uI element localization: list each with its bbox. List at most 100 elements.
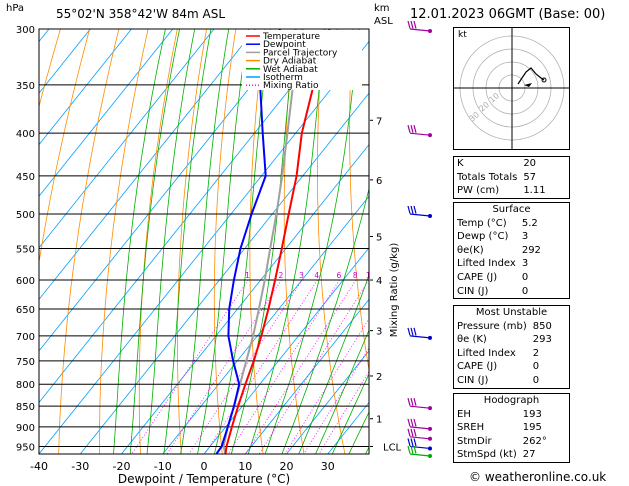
mixing-ratio-label: 25: [422, 271, 432, 280]
isotherm-line: [120, 143, 369, 454]
mixing-ratio-label: 20: [408, 271, 418, 280]
temperature-tick-label: -30: [71, 460, 89, 473]
isotherm-line: [162, 195, 369, 454]
isotherm-line: [39, 29, 339, 404]
hodograph-indices-table: Hodograph EH 193 SREH 195 StmDir 262° StmSp…: [454, 394, 569, 462]
mixing-ratio-line: [227, 279, 340, 454]
height-label: 6: [376, 176, 382, 187]
wet-adiabat-line: [146, 29, 196, 454]
wind-barb-flag: [407, 418, 411, 427]
dry-adiabat-line: [249, 29, 266, 454]
surface-value: 3: [521, 231, 529, 243]
parcel-trajectory-line: [222, 29, 304, 454]
legend-entry: Mixing Ratio: [263, 81, 319, 91]
most-unstable-box: Most Unstable Pressure (mb) 850 θe (K) 293…: [453, 305, 570, 389]
wind-barb-flag: [413, 327, 417, 336]
hodo-index-label: StmDir: [457, 435, 492, 447]
wind-barb-station: [428, 426, 432, 431]
unstable-value: 0: [532, 361, 540, 373]
temperature-line: [224, 29, 331, 454]
plot-frame: [38, 28, 370, 455]
surface-label: CAPE (J): [457, 271, 498, 283]
wind-barb-flag: [410, 327, 414, 336]
surface-value: 3: [521, 258, 529, 270]
wind-barb-flag: [407, 125, 411, 133]
pressure-tick-label: 400: [16, 129, 35, 140]
isotherm-line: [39, 29, 297, 352]
hodograph-unit: kt: [458, 30, 467, 40]
mixing-ratio-lines: 1 2 3 4 6 8 10 15 20 25: [131, 271, 432, 454]
hodograph-indices-box: Hodograph EH 193 SREH 195 StmDir 262° StmSp…: [453, 393, 570, 463]
wind-barbs: [407, 20, 432, 458]
surface-value: 0: [521, 271, 529, 283]
x-axis-title: Dewpoint / Temperature (°C): [118, 472, 290, 486]
wet-adiabat-line: [213, 29, 271, 454]
surface-table: Surface Temp (°C) 5.2 Dewp (°C) 3 θe(K) 292…: [454, 203, 569, 298]
wind-barb-flag: [413, 398, 417, 406]
surface-label: Lifted Index: [457, 258, 516, 270]
isotherm-line: [39, 29, 174, 197]
index-label: PW (cm): [457, 185, 500, 197]
unstable-label: CAPE (J): [457, 361, 498, 373]
wind-barb-staff: [409, 436, 431, 440]
unstable-label: CIN (J): [457, 374, 489, 386]
wind-barb-flag: [407, 205, 411, 214]
wind-barb-staff: [409, 405, 431, 409]
wind-barb-staff: [409, 28, 431, 32]
wind-barb-staff: [409, 132, 431, 136]
dry-adiabat-line: [381, 29, 428, 458]
most-unstable-table: Most Unstable Pressure (mb) 850 θe (K) 293…: [454, 306, 569, 388]
wet-adiabat-line: [315, 329, 369, 454]
isotherm-line: [39, 29, 50, 43]
pressure-tick-label: 950: [16, 442, 35, 453]
dry-adiabat-line: [349, 29, 369, 373]
wind-barb-flag: [407, 327, 411, 336]
unstable-value: 2: [532, 347, 540, 359]
wet-adiabat-line: [264, 29, 360, 454]
temperature-tick-label: -20: [113, 460, 131, 473]
wind-barb-flag: [407, 438, 411, 447]
wind-barb-flag: [413, 20, 417, 29]
credit-text: © weatheronline.co.uk: [469, 470, 607, 484]
axis-labels: 3003504004505005506006507007508008509009…: [16, 25, 400, 486]
wet-adiabat-line: [348, 411, 369, 454]
surface-label: CIN (J): [457, 285, 489, 297]
hodo-ring-label-10: 10: [488, 91, 502, 104]
legend-background: [242, 30, 362, 90]
wet-adiabat-line: [180, 29, 230, 454]
surface-value: 292: [521, 244, 541, 256]
wind-barb-flag: [413, 125, 417, 133]
temperature-tick-label: 0: [201, 460, 208, 473]
mixing-ratio-label: 3: [299, 271, 304, 280]
surface-title: Surface: [492, 204, 531, 215]
height-label: 1: [376, 415, 382, 426]
mixing-ratio-line: [188, 279, 303, 454]
isotherm-line: [39, 29, 132, 146]
wind-barb-station: [428, 214, 432, 219]
temperature-tick-label: 10: [238, 460, 252, 473]
mixing-ratio-label: 8: [353, 271, 358, 280]
sounding-profiles: [215, 29, 331, 454]
hodo-index-label: EH: [457, 408, 471, 420]
wet-adiabat-line: [163, 29, 212, 454]
index-label: Totals Totals: [457, 171, 518, 183]
pressure-tick-label: 650: [16, 305, 35, 316]
wind-barb-flag: [410, 20, 414, 29]
index-value: 20: [523, 158, 537, 169]
unstable-value: 850: [532, 320, 552, 332]
wind-barb-flag: [407, 398, 411, 406]
wind-barb-flag: [410, 438, 414, 447]
height-label: 5: [376, 232, 382, 243]
hpa-unit-label: hPa: [6, 3, 25, 14]
wind-barb-staff: [409, 453, 431, 457]
pressure-tick-label: 300: [16, 25, 35, 36]
mixing-ratio-label: 6: [337, 271, 342, 280]
most-unstable-title: Most Unstable: [475, 307, 548, 318]
dry-adiabat-line: [138, 29, 178, 454]
mixing-ratio-axis-title: Mixing Ratio (g/kg): [389, 243, 400, 338]
mixing-ratio-label: 2: [278, 271, 283, 280]
wind-barb-staff: [409, 426, 431, 430]
mixing-ratio-line: [303, 347, 369, 454]
